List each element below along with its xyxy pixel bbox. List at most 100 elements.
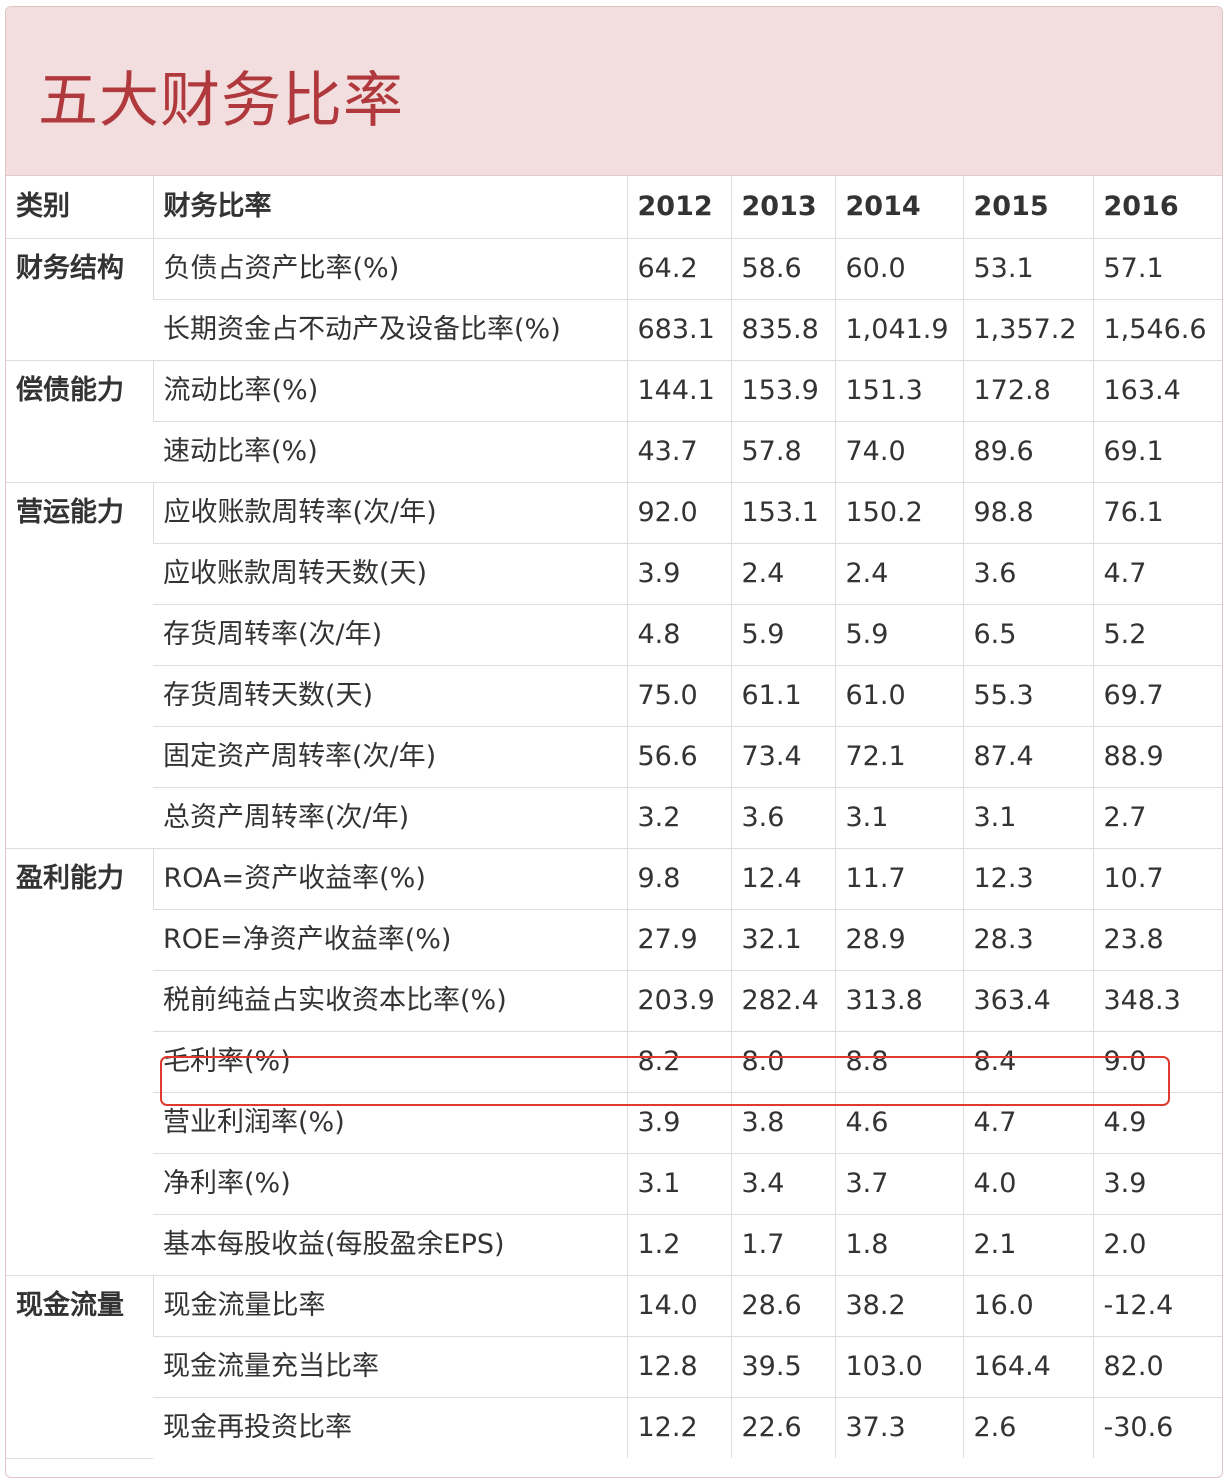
value-cell: -30.6 [1092, 1397, 1222, 1458]
value-cell: 4.9 [1092, 1092, 1222, 1154]
value-cell: 37.3 [834, 1397, 963, 1458]
value-cell: 3.9 [626, 543, 731, 605]
table-row: 营运能力 应收账款周转率(次/年) 92.0 153.1 150.2 98.8 76.1 [6, 482, 1222, 849]
value-cell: 1.7 [730, 1214, 835, 1276]
table-row: ROE=净资产收益率(%) 27.9 32.1 28.9 28.3 23.8 [6, 909, 1222, 971]
value-cell: 2.6 [962, 1397, 1093, 1458]
ratio-name-cell: 基本每股收益(每股盈余EPS) [153, 1214, 627, 1276]
category-cell: 偿债能力 [6, 360, 153, 483]
value-cell: 151.3 [834, 360, 963, 422]
value-cell: 5.9 [730, 604, 835, 666]
value-cell: 43.7 [626, 421, 731, 483]
value-cell: 4.0 [962, 1153, 1093, 1215]
value-cell: 98.8 [962, 482, 1093, 544]
value-cell: 2.4 [834, 543, 963, 605]
value-cell: 32.1 [730, 909, 835, 971]
value-cell: 1.8 [834, 1214, 963, 1276]
value-cell: 22.6 [730, 1397, 835, 1458]
value-cell: 61.1 [730, 665, 835, 727]
value-cell: 282.4 [730, 970, 835, 1032]
value-cell: 69.7 [1092, 665, 1222, 727]
value-cell: 3.1 [962, 787, 1093, 849]
value-cell: 12.2 [626, 1397, 731, 1458]
table-row: 长期资金占不动产及设备比率(%) 683.1 835.8 1,041.9 1,357.2… [6, 299, 1222, 361]
value-cell: 61.0 [834, 665, 963, 727]
value-cell: 76.1 [1092, 482, 1222, 544]
table-row-highlighted: 毛利率(%) 8.2 8.0 8.8 8.4 9.0 [6, 1031, 1222, 1093]
table-row: 基本每股收益(每股盈余EPS) 1.2 1.7 1.8 2.1 2.0 [6, 1214, 1222, 1276]
value-cell: 3.6 [730, 787, 835, 849]
table-row: 现金流量充当比率 12.8 39.5 103.0 164.4 82.0 [6, 1336, 1222, 1398]
value-cell: 313.8 [834, 970, 963, 1032]
value-cell: 203.9 [626, 970, 731, 1032]
ratio-name-cell: 总资产周转率(次/年) [153, 787, 627, 849]
value-cell: 2.4 [730, 543, 835, 605]
panel-header: 五大财务比率 [6, 7, 1222, 176]
value-cell: 163.4 [1092, 360, 1222, 422]
value-cell: 4.7 [1092, 543, 1222, 605]
value-cell: 1,357.2 [962, 299, 1093, 361]
column-header-category: 类别 [6, 176, 153, 239]
value-cell: 14.0 [626, 1275, 731, 1337]
ratio-name-cell: 现金流量比率 [152, 1275, 627, 1337]
value-cell: 144.1 [626, 360, 731, 422]
value-cell: 55.3 [962, 665, 1093, 727]
value-cell: 16.0 [962, 1275, 1093, 1337]
column-header-year: 2012 [626, 176, 731, 239]
value-cell: 4.7 [962, 1092, 1093, 1154]
table-row: 存货周转率(次/年) 4.8 5.9 5.9 6.5 5.2 [6, 604, 1222, 666]
ratio-name-cell: 应收账款周转率(次/年) [152, 482, 627, 544]
value-cell: 5.9 [834, 604, 963, 666]
value-cell: 27.9 [626, 909, 731, 971]
value-cell: 363.4 [962, 970, 1093, 1032]
value-cell: 12.3 [962, 848, 1093, 910]
ratio-name-cell: 流动比率(%) [152, 360, 627, 422]
ratio-name-cell: ROA=资产收益率(%) [152, 848, 627, 910]
value-cell: 56.6 [626, 726, 731, 788]
ratio-name-cell: 存货周转率(次/年) [153, 604, 627, 666]
value-cell: 348.3 [1092, 970, 1222, 1032]
table-row: 固定资产周转率(次/年) 56.6 73.4 72.1 87.4 88.9 [6, 726, 1222, 788]
value-cell: 2.1 [962, 1214, 1093, 1276]
ratios-table: 类别 财务比率 2012 2013 2014 2015 2016 财务结构 负债占… [6, 176, 1222, 1459]
value-cell: 172.8 [962, 360, 1093, 422]
category-cell: 现金流量 [6, 1275, 153, 1459]
column-header-year: 2014 [834, 176, 963, 239]
value-cell: 12.4 [730, 848, 835, 910]
value-cell: 75.0 [626, 665, 731, 727]
ratio-name-cell: 现金流量充当比率 [153, 1336, 627, 1398]
value-cell: 72.1 [834, 726, 963, 788]
value-cell: 58.6 [730, 238, 835, 300]
value-cell: 8.4 [962, 1031, 1093, 1093]
ratio-name-cell: 负债占资产比率(%) [152, 238, 627, 300]
value-cell: 6.5 [962, 604, 1093, 666]
table-body: 财务结构 负债占资产比率(%) 64.2 58.6 60.0 53.1 57.1 长期资金占不… [6, 238, 1222, 1459]
table-row: 存货周转天数(天) 75.0 61.1 61.0 55.3 69.7 [6, 665, 1222, 727]
value-cell: 153.9 [730, 360, 835, 422]
value-cell: 82.0 [1092, 1336, 1222, 1398]
table-row: 现金再投资比率 12.2 22.6 37.3 2.6 -30.6 [6, 1397, 1222, 1458]
panel-title: 五大财务比率 [38, 66, 404, 136]
value-cell: 3.9 [1092, 1153, 1222, 1215]
value-cell: 88.9 [1092, 726, 1222, 788]
financial-ratios-panel: 五大财务比率 类别 财务比率 2012 2013 2014 2015 2016 … [5, 6, 1223, 1478]
value-cell: 69.1 [1092, 421, 1222, 483]
value-cell: 12.8 [626, 1336, 731, 1398]
value-cell: 74.0 [834, 421, 963, 483]
value-cell: 3.7 [834, 1153, 963, 1215]
value-cell: 5.2 [1092, 604, 1222, 666]
ratio-name-cell: ROE=净资产收益率(%) [153, 909, 627, 971]
value-cell: 9.8 [626, 848, 731, 910]
table-row: 盈利能力 ROA=资产收益率(%) 9.8 12.4 11.7 12.3 10.7 [6, 848, 1222, 1276]
table-header-row: 类别 财务比率 2012 2013 2014 2015 2016 [6, 176, 1222, 239]
value-cell: 4.6 [834, 1092, 963, 1154]
ratio-name-cell: 毛利率(%) [153, 1031, 627, 1093]
value-cell: 2.7 [1092, 787, 1222, 849]
value-cell: 8.8 [834, 1031, 963, 1093]
value-cell: 3.6 [962, 543, 1093, 605]
ratio-name-cell: 应收账款周转天数(天) [153, 543, 627, 605]
value-cell: 39.5 [730, 1336, 835, 1398]
value-cell: 4.8 [626, 604, 731, 666]
value-cell: 3.9 [626, 1092, 731, 1154]
column-header-year: 2016 [1092, 176, 1222, 239]
